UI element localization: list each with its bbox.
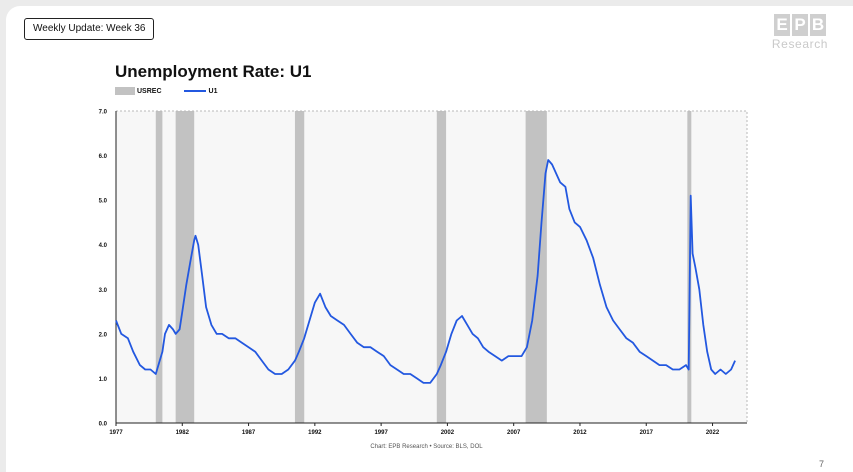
legend-label-usrec: USREC xyxy=(137,87,162,95)
recession-bar xyxy=(436,111,447,423)
y-tick-label: 3.0 xyxy=(99,288,108,294)
y-tick-label: 7.0 xyxy=(99,110,108,116)
y-tick-label: 6.0 xyxy=(99,154,108,160)
chart-source: Chart: EPB Research • Source: BLS, DOL xyxy=(370,444,483,450)
recession-bar xyxy=(525,111,547,423)
epb-research-logo: E P B Research xyxy=(769,14,831,51)
x-tick-label: 1992 xyxy=(308,430,322,436)
logo-letter: E xyxy=(774,14,790,36)
x-tick-label: 1997 xyxy=(374,430,388,436)
recession-bar xyxy=(294,111,305,423)
page-number: 7 xyxy=(818,459,824,469)
x-tick-label: 1987 xyxy=(242,430,256,436)
x-tick-label: 2007 xyxy=(507,430,521,436)
chart-title: Unemployment Rate: U1 xyxy=(115,62,312,81)
recession-bar xyxy=(175,111,195,423)
recession-bar xyxy=(155,111,163,423)
logo-letter: P xyxy=(792,14,808,36)
y-tick-label: 1.0 xyxy=(99,377,108,383)
y-tick-label: 4.0 xyxy=(99,243,108,249)
series-line-u1 xyxy=(115,159,736,384)
legend-label-u1: U1 xyxy=(208,87,218,95)
legend-item-u1: U1 xyxy=(183,87,218,95)
logo-text: Research xyxy=(771,37,829,51)
x-tick-label: 1977 xyxy=(109,430,123,436)
x-tick-label: 2012 xyxy=(573,430,587,436)
chart-legend: USREC U1 xyxy=(115,87,239,95)
weekly-update-tag: Weekly Update: Week 36 xyxy=(24,18,155,40)
legend-swatch-usrec xyxy=(115,87,135,95)
y-tick-label: 5.0 xyxy=(99,199,108,205)
y-tick-label: 2.0 xyxy=(99,332,108,338)
legend-item-usrec: USREC xyxy=(115,87,162,95)
legend-swatch-u1 xyxy=(183,90,206,92)
x-tick-label: 1982 xyxy=(176,430,190,436)
x-tick-label: 2017 xyxy=(640,430,654,436)
plot-area xyxy=(116,111,747,423)
logo-mark: E P B xyxy=(769,14,831,36)
x-tick-label: 2022 xyxy=(706,430,720,436)
logo-letter: B xyxy=(810,14,826,36)
x-tick-label: 2002 xyxy=(441,430,455,436)
y-tick-label: 0.0 xyxy=(99,422,108,428)
